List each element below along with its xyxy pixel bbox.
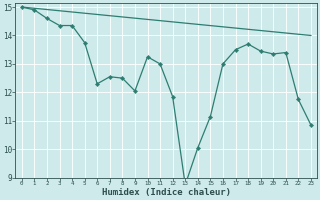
X-axis label: Humidex (Indice chaleur): Humidex (Indice chaleur)	[102, 188, 231, 197]
